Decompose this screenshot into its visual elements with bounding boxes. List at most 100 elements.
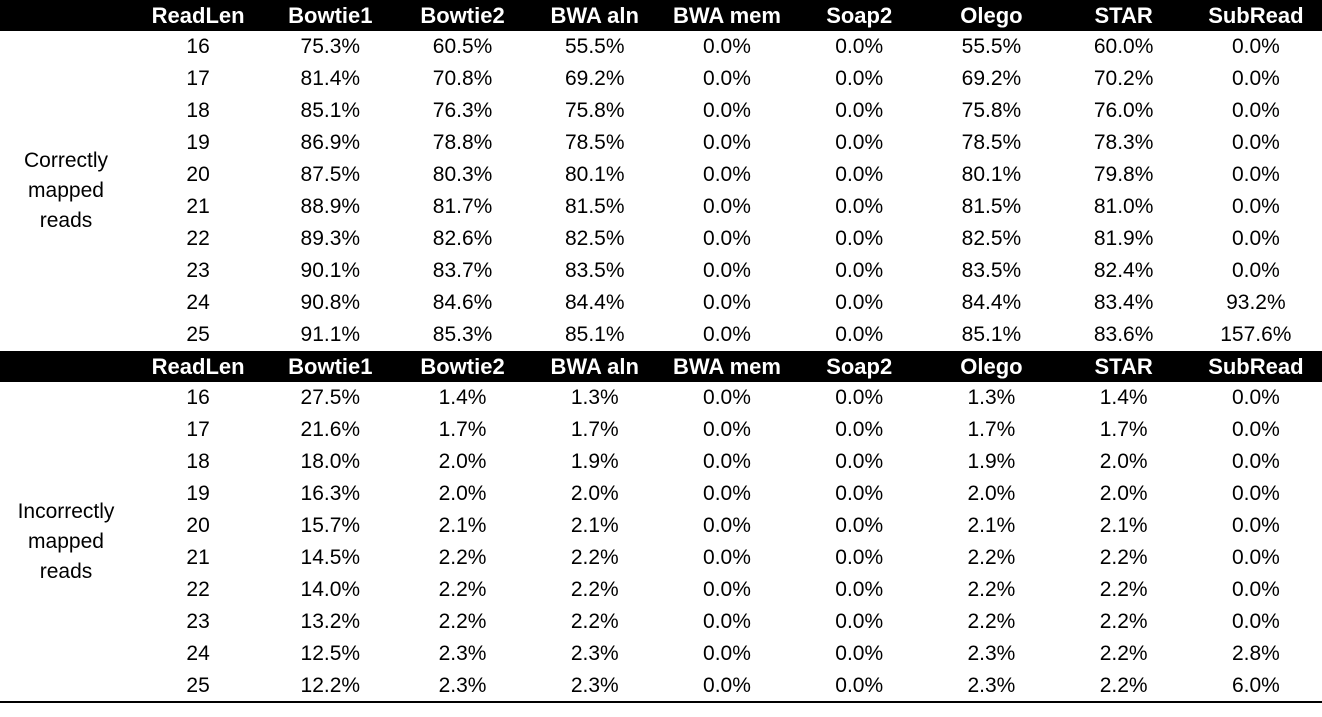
value-cell: 2.3%: [438, 642, 487, 665]
readlen-cell: 22: [186, 578, 210, 601]
readlen-cell: 16: [186, 35, 210, 58]
column-header-bowtie2: Bowtie2: [396, 0, 529, 31]
value-cell: 0.0%: [835, 323, 884, 346]
column-header-bwa-mem: BWA mem: [660, 0, 794, 31]
value-cell: 6.0%: [1231, 673, 1280, 697]
value-cell: 16.3%: [300, 482, 361, 505]
value-cell: 60.0%: [1093, 35, 1154, 58]
value-cell: 0.0%: [835, 514, 884, 537]
value-cell: 0.0%: [1231, 195, 1280, 218]
value-cell: 2.2%: [438, 546, 487, 569]
value-cell: 2.1%: [967, 514, 1016, 537]
value-cell: 0.0%: [1231, 482, 1280, 505]
value-cell: 2.3%: [967, 642, 1016, 665]
table-body: ReadLen Bowtie1 Bowtie2 BWA aln BWA mem Soap2…: [0, 0, 1322, 702]
value-cell: 2.0%: [1099, 450, 1148, 473]
table-row: 18 18.0% 2.0% 1.9% 0.0% 0.0% 1.9% 2.0% 0.0%: [0, 446, 1322, 478]
readlen-cell: 24: [186, 642, 210, 665]
value-cell: 1.3%: [967, 386, 1016, 409]
value-cell: 12.2%: [300, 673, 361, 697]
value-cell: 2.2%: [1099, 610, 1148, 633]
value-cell: 90.1%: [300, 259, 361, 282]
readlen-cell: 24: [186, 291, 210, 314]
value-cell: 75.8%: [961, 99, 1022, 122]
value-cell: 0.0%: [835, 227, 884, 250]
value-cell: 0.0%: [1231, 259, 1280, 282]
value-cell: 0.0%: [835, 482, 884, 505]
value-cell: 82.6%: [432, 227, 493, 250]
value-cell: 0.0%: [703, 610, 751, 633]
table-row: 22 89.3% 82.6% 82.5% 0.0% 0.0% 82.5% 81.9% 0.0%: [0, 223, 1322, 255]
value-cell: 85.1%: [564, 323, 625, 346]
value-cell: 78.5%: [961, 131, 1022, 154]
value-cell: 83.5%: [564, 259, 625, 282]
section-label-incorrectly: Incorrectly mapped reads: [0, 382, 132, 702]
table-row: 21 88.9% 81.7% 81.5% 0.0% 0.0% 81.5% 81.0% 0.0%: [0, 191, 1322, 223]
value-cell: 1.4%: [438, 386, 487, 409]
value-cell: 0.0%: [835, 35, 884, 58]
value-cell: 0.0%: [835, 642, 884, 665]
value-cell: 0.0%: [835, 131, 884, 154]
value-cell: 85.1%: [961, 323, 1022, 346]
table-row: 25 12.2% 2.3% 2.3% 0.0% 0.0% 2.3% 2.2% 6.0%: [0, 670, 1322, 702]
column-header-bwa-mem: BWA mem: [660, 351, 794, 382]
value-cell: 0.0%: [1231, 163, 1280, 186]
value-cell: 0.0%: [1231, 578, 1280, 601]
column-header-bwa-aln: BWA aln: [528, 351, 661, 382]
value-cell: 0.0%: [1231, 99, 1280, 122]
value-cell: 82.5%: [564, 227, 625, 250]
value-cell: 81.5%: [564, 195, 625, 218]
readlen-cell: 16: [186, 386, 210, 409]
value-cell: 2.8%: [1231, 642, 1280, 665]
value-cell: 0.0%: [1231, 610, 1280, 633]
header-corner-cell: [0, 0, 132, 31]
section-label-line: mapped: [28, 179, 104, 202]
value-cell: 0.0%: [703, 99, 751, 122]
table-row: 17 21.6% 1.7% 1.7% 0.0% 0.0% 1.7% 1.7% 0.0%: [0, 414, 1322, 446]
readlen-cell: 21: [186, 195, 210, 218]
value-cell: 2.2%: [438, 610, 487, 633]
value-cell: 0.0%: [1231, 35, 1280, 58]
value-cell: 0.0%: [703, 163, 751, 186]
value-cell: 0.0%: [703, 450, 751, 473]
value-cell: 55.5%: [564, 35, 625, 58]
readlen-cell: 21: [186, 546, 210, 569]
value-cell: 0.0%: [835, 546, 884, 569]
value-cell: 2.2%: [570, 578, 619, 601]
value-cell: 75.3%: [300, 35, 361, 58]
value-cell: 0.0%: [835, 67, 884, 90]
value-cell: 157.6%: [1220, 323, 1292, 346]
value-cell: 0.0%: [703, 578, 751, 601]
value-cell: 0.0%: [703, 35, 751, 58]
column-header-star: STAR: [1057, 0, 1190, 31]
value-cell: 0.0%: [835, 259, 884, 282]
value-cell: 78.5%: [564, 131, 625, 154]
value-cell: 0.0%: [835, 195, 884, 218]
value-cell: 81.4%: [300, 67, 361, 90]
column-header-star: STAR: [1057, 351, 1190, 382]
value-cell: 0.0%: [703, 195, 751, 218]
column-header-subread: SubRead: [1189, 0, 1322, 31]
value-cell: 83.4%: [1093, 291, 1154, 314]
column-header-bowtie1: Bowtie1: [264, 0, 397, 31]
value-cell: 2.0%: [967, 482, 1016, 505]
table-row: 22 14.0% 2.2% 2.2% 0.0% 0.0% 2.2% 2.2% 0.0%: [0, 574, 1322, 606]
value-cell: 2.0%: [1099, 482, 1148, 505]
value-cell: 55.5%: [961, 35, 1022, 58]
section-label-line: Incorrectly: [17, 499, 115, 523]
value-cell: 0.0%: [703, 386, 751, 409]
value-cell: 21.6%: [300, 418, 361, 441]
value-cell: 0.0%: [1231, 514, 1280, 537]
value-cell: 0.0%: [835, 163, 884, 186]
readlen-cell: 18: [186, 450, 210, 473]
value-cell: 14.0%: [300, 578, 361, 601]
readlen-cell: 17: [186, 67, 210, 90]
section-label-line: reads: [39, 559, 93, 583]
value-cell: 78.3%: [1093, 131, 1154, 154]
value-cell: 2.2%: [1099, 578, 1148, 601]
header-row: ReadLen Bowtie1 Bowtie2 BWA aln BWA mem Soap2…: [0, 351, 1322, 382]
column-header-bowtie2: Bowtie2: [396, 351, 529, 382]
column-header-readlen: ReadLen: [132, 351, 265, 382]
value-cell: 81.7%: [432, 195, 493, 218]
